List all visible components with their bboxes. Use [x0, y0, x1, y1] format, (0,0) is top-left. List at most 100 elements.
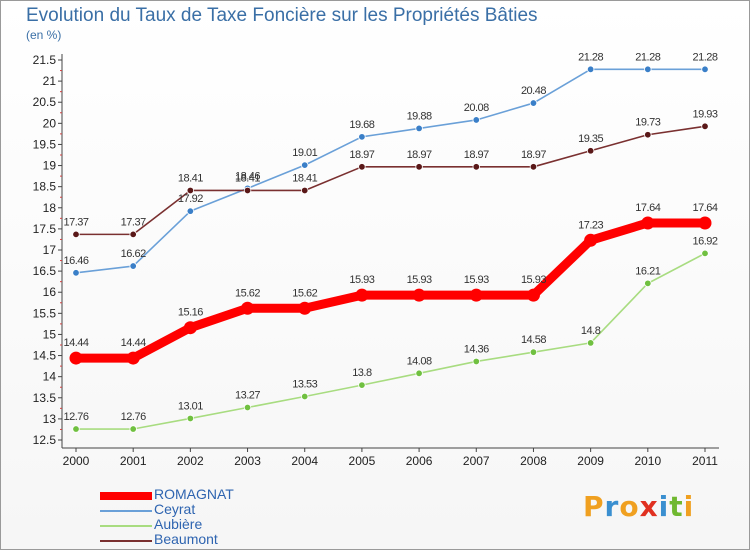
- data-label: 13.53: [292, 379, 317, 391]
- data-label: 17.92: [178, 193, 203, 205]
- data-label: 13.01: [178, 400, 203, 412]
- data-point: [644, 131, 652, 139]
- data-point: [358, 163, 366, 171]
- data-point: [701, 122, 709, 130]
- data-label: 16.21: [635, 265, 660, 277]
- x-tick-label: 2007: [463, 454, 490, 468]
- data-point: [586, 65, 595, 73]
- legend-label: Aubière: [154, 516, 203, 532]
- data-label: 18.41: [178, 172, 203, 184]
- y-tick-label: 19.5: [33, 137, 57, 151]
- data-point: [526, 288, 540, 302]
- legend-swatch: [100, 540, 152, 542]
- series-ceyrat: [72, 65, 709, 277]
- data-label: 19.93: [692, 108, 717, 120]
- data-point: [586, 147, 595, 155]
- data-point: [241, 301, 255, 315]
- series-line: [75, 125, 706, 236]
- legend-swatch: [100, 510, 152, 512]
- y-tick-label: 21.5: [33, 53, 57, 67]
- data-label: 18.97: [407, 149, 432, 161]
- data-point: [72, 425, 80, 433]
- data-point: [301, 161, 309, 169]
- axes: 12.5 13 13.5 14 14.5 15 15.5 16 16.5 17 17.5 18 18.5…: [33, 53, 719, 468]
- data-label: 17.23: [578, 219, 603, 231]
- data-point: [586, 339, 595, 347]
- y-tick-label: 16: [43, 285, 57, 299]
- data-point: [298, 301, 312, 315]
- x-tick-label: 2003: [234, 454, 261, 468]
- y-tick-label: 17.5: [33, 222, 57, 236]
- data-point: [644, 65, 652, 73]
- data-point: [72, 230, 80, 239]
- data-label: 19.01: [292, 147, 317, 159]
- data-point: [301, 186, 309, 195]
- series-line: [75, 252, 706, 430]
- logo-letter: o: [619, 490, 640, 523]
- data-label: 13.27: [235, 389, 260, 401]
- data-point: [644, 279, 652, 288]
- legend-label: ROMAGNAT: [154, 486, 234, 502]
- data-point: [186, 186, 195, 195]
- y-tick-label: 20.5: [33, 95, 57, 109]
- legend-label: Beaumont: [154, 531, 218, 547]
- x-tick-label: 2001: [120, 454, 147, 468]
- series-line: [71, 218, 710, 363]
- x-tick-label: 2005: [349, 454, 376, 468]
- data-label: 17.64: [635, 202, 660, 214]
- y-tick-label: 14.5: [33, 349, 57, 363]
- data-label: 14.08: [407, 355, 432, 367]
- logo-letter: t: [669, 490, 684, 523]
- data-point: [69, 351, 83, 365]
- data-label: 14.44: [121, 337, 146, 349]
- data-point: [415, 124, 423, 133]
- y-tick-label: 13.5: [33, 391, 57, 405]
- legend-label: Ceyrat: [154, 501, 196, 517]
- x-tick-label: 2009: [577, 454, 604, 468]
- data-point: [529, 163, 538, 171]
- data-label: 21.28: [635, 51, 660, 63]
- legend-swatch: [100, 492, 152, 500]
- data-point: [126, 351, 140, 365]
- y-tick-label: 12.5: [33, 433, 57, 447]
- data-point: [301, 392, 309, 401]
- data-label: 16.62: [121, 248, 146, 260]
- logo-letter: r: [604, 490, 620, 523]
- data-label: 18.41: [292, 172, 317, 184]
- data-point: [701, 65, 709, 73]
- x-tick-label: 2008: [520, 454, 547, 468]
- data-point: [529, 348, 538, 356]
- data-label: 14.44: [63, 337, 88, 349]
- data-label: 17.37: [121, 216, 146, 228]
- x-tick-label: 2000: [63, 454, 90, 468]
- series-line: [75, 68, 706, 274]
- data-label: 15.93: [407, 274, 432, 286]
- data-point: [129, 230, 137, 239]
- data-label: 17.64: [692, 202, 717, 214]
- data-label: 15.62: [292, 287, 317, 299]
- data-label: 14.8: [581, 325, 601, 337]
- data-label: 21.28: [578, 51, 603, 63]
- data-point: [584, 233, 598, 247]
- data-point: [186, 414, 195, 423]
- data-label: 16.92: [692, 235, 717, 247]
- data-label: 18.41: [235, 172, 260, 184]
- data-point: [412, 288, 426, 302]
- data-label: 19.35: [578, 133, 603, 145]
- data-point: [355, 288, 369, 302]
- y-tick-label: 20: [43, 116, 57, 130]
- x-tick-label: 2002: [177, 454, 204, 468]
- data-point: [72, 269, 80, 277]
- data-label: 14.36: [464, 343, 489, 355]
- data-point: [183, 321, 197, 335]
- data-point: [472, 116, 480, 124]
- logo-letter: i: [683, 490, 695, 523]
- data-point: [472, 163, 480, 171]
- proxiti-logo: Proxiti: [583, 490, 694, 523]
- data-label: 15.62: [235, 287, 260, 299]
- data-point: [243, 186, 252, 195]
- data-label: 13.8: [352, 367, 372, 379]
- series-layer: [69, 65, 712, 433]
- data-label: 18.97: [464, 149, 489, 161]
- data-label: 15.93: [349, 274, 374, 286]
